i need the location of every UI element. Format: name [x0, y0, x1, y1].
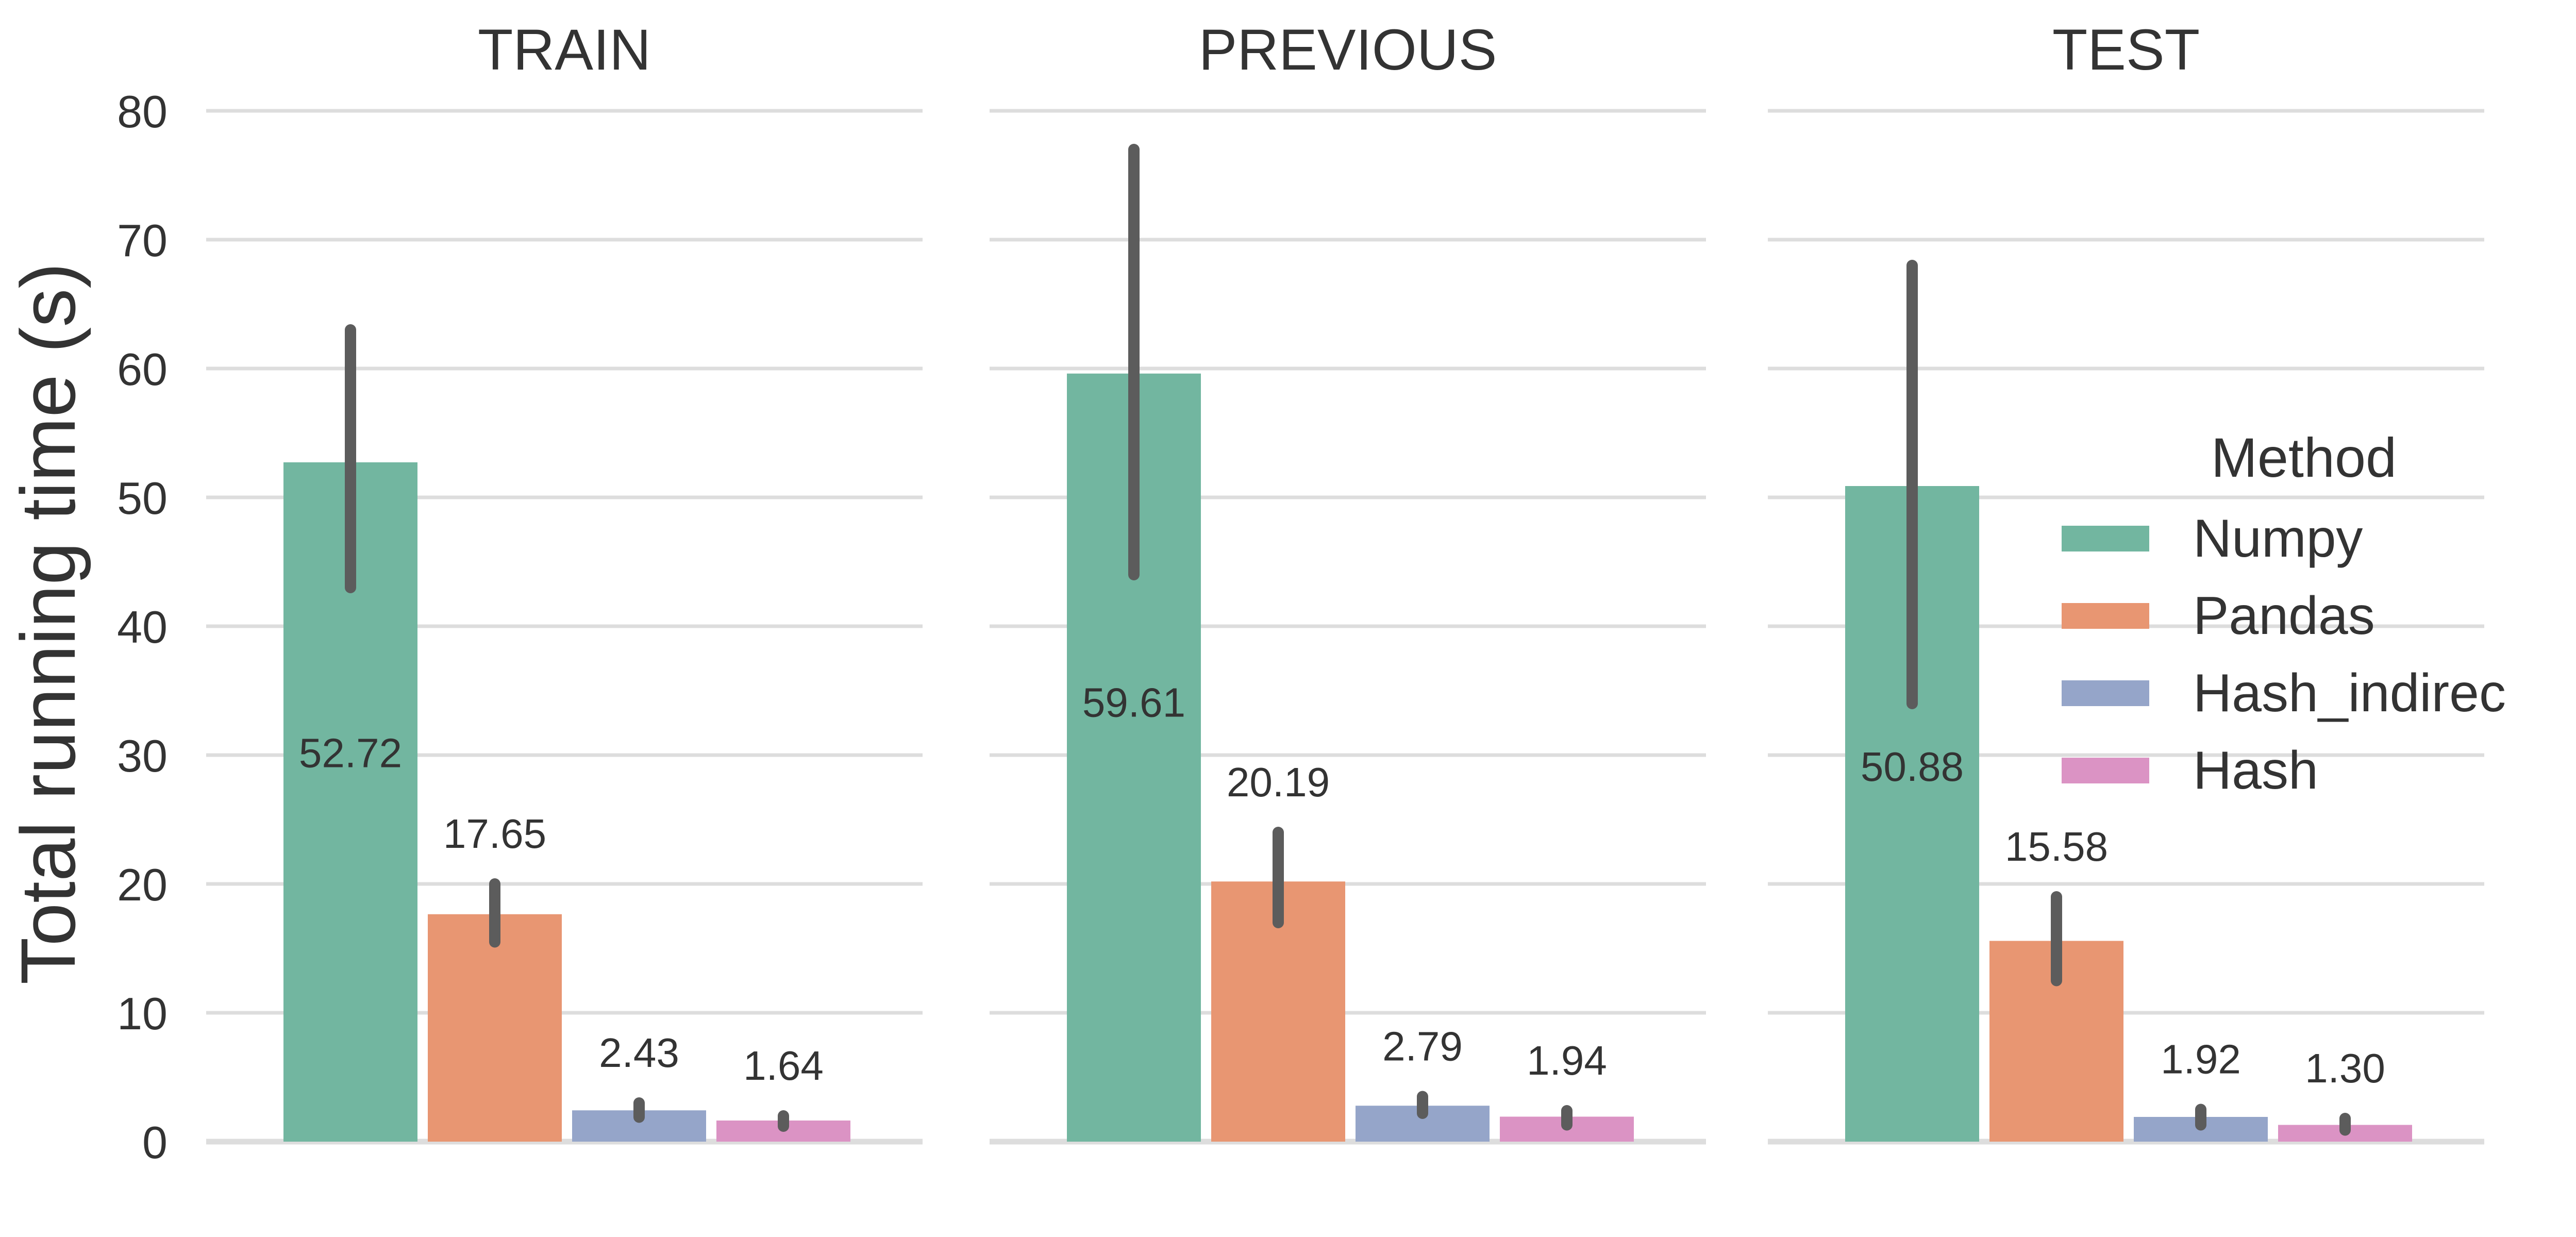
data-label: 59.61: [1082, 680, 1185, 726]
legend-label-pandas: Pandas: [2193, 586, 2375, 646]
panel-title: PREVIOUS: [1199, 18, 1497, 82]
y-axis: 0 10 20 30 40 50 60 70 80: [117, 86, 168, 1168]
legend-label-hash: Hash: [2193, 741, 2318, 800]
data-label: 2.79: [1382, 1024, 1463, 1069]
y-tick-label: 70: [117, 215, 168, 266]
legend-label-numpy: Numpy: [2193, 509, 2363, 569]
data-label: 1.94: [1527, 1038, 1607, 1083]
data-label: 1.64: [743, 1043, 824, 1089]
data-label: 52.72: [299, 730, 402, 776]
panels: TRAIN 52.72 17.65 2.43 1.64 PREVIOUS 59.61 20.1…: [283, 18, 2412, 1142]
data-label: 1.92: [2161, 1037, 2241, 1082]
y-tick-label: 50: [117, 473, 168, 524]
y-tick-label: 30: [117, 730, 168, 781]
panel-title: TEST: [2052, 18, 2200, 82]
legend-label-hash_indirec: Hash_indirec: [2193, 663, 2506, 723]
legend-swatch-pandas: [2062, 603, 2149, 629]
panel-train: TRAIN 52.72 17.65 2.43 1.64: [283, 18, 850, 1142]
y-tick-label: 40: [117, 601, 168, 653]
y-tick-label: 10: [117, 988, 168, 1039]
panel-test: TEST 50.88 15.58 1.92 1.30: [1845, 18, 2412, 1142]
y-tick-label: 0: [142, 1117, 168, 1168]
y-axis-label: Total running time (s): [5, 263, 91, 985]
y-tick-label: 60: [117, 344, 168, 395]
legend-swatch-numpy: [2062, 526, 2149, 551]
legend-swatch-hash_indirec: [2062, 680, 2149, 706]
data-label: 17.65: [443, 811, 546, 857]
data-label: 50.88: [1861, 744, 1964, 790]
data-label: 20.19: [1227, 759, 1330, 805]
data-label: 1.30: [2305, 1045, 2385, 1091]
panel-title: TRAIN: [478, 18, 651, 82]
panel-previous: PREVIOUS 59.61 20.19 2.79 1.94: [1067, 18, 1634, 1142]
legend: Method Numpy Pandas Hash_indirec Hash: [2062, 426, 2506, 800]
data-label: 15.58: [2005, 824, 2108, 870]
data-label: 2.43: [599, 1030, 679, 1076]
y-tick-label: 20: [117, 859, 168, 910]
y-tick-label: 80: [117, 86, 168, 137]
bar-pandas: [428, 914, 562, 1142]
legend-title: Method: [2211, 426, 2397, 489]
legend-swatch-hash: [2062, 758, 2149, 783]
